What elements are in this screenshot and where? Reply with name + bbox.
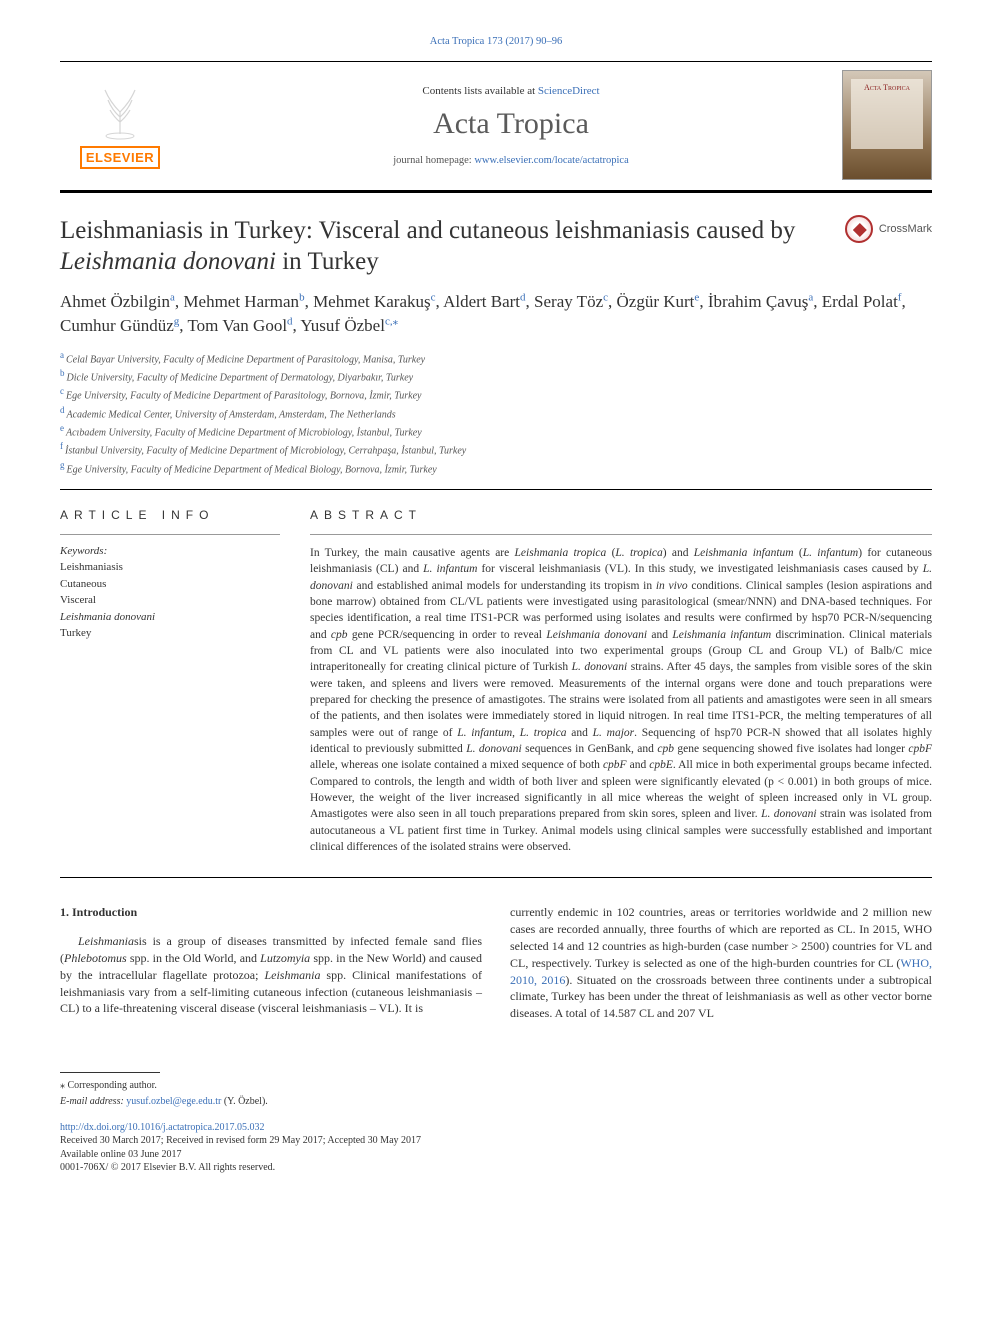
journal-homepage-line: journal homepage: www.elsevier.com/locat… xyxy=(190,155,832,166)
affiliation-list: aCelal Bayar University, Faculty of Medi… xyxy=(60,349,932,477)
cover-title: Acta Tropica xyxy=(843,83,931,92)
corr-text: Corresponding author. xyxy=(65,1080,157,1091)
email-suffix: (Y. Özbel). xyxy=(221,1096,267,1107)
keywords-list: LeishmaniasisCutaneousVisceralLeishmania… xyxy=(60,559,280,642)
keywords-label: Keywords: xyxy=(60,545,280,557)
doi-link[interactable]: http://dx.doi.org/10.1016/j.actatropica.… xyxy=(60,1122,265,1133)
sciencedirect-link[interactable]: ScienceDirect xyxy=(538,85,600,97)
footer-rule xyxy=(60,1072,160,1073)
intro-heading: 1. Introduction xyxy=(60,904,482,921)
elsevier-wordmark: ELSEVIER xyxy=(80,146,160,169)
divider xyxy=(60,489,932,490)
intro-para-1: Leishmaniasis is a group of diseases tra… xyxy=(60,933,482,1017)
email-label: E-mail address: xyxy=(60,1096,126,1107)
available-line: Available online 03 June 2017 xyxy=(60,1148,932,1162)
abstract-column: ABSTRACT In Turkey, the main causative a… xyxy=(310,508,932,855)
email-line: E-mail address: yusuf.ozbel@ege.edu.tr (… xyxy=(60,1095,932,1109)
footer-block: ⁎ Corresponding author. E-mail address: … xyxy=(60,1072,932,1175)
header-center: Contents lists available at ScienceDirec… xyxy=(180,85,842,166)
intro-para-2: currently endemic in 102 countries, area… xyxy=(510,904,932,1022)
paper-title: Leishmaniasis in Turkey: Visceral and cu… xyxy=(60,215,845,278)
author-list: Ahmet Özbilgina, Mehmet Harmanb, Mehmet … xyxy=(60,290,932,339)
title-part2: in Turkey xyxy=(276,248,379,275)
body-col-right: currently endemic in 102 countries, area… xyxy=(510,904,932,1022)
elsevier-tree-icon xyxy=(90,82,150,142)
received-line: Received 30 March 2017; Received in revi… xyxy=(60,1134,932,1148)
title-italic: Leishmania donovani xyxy=(60,248,276,275)
crossmark-badge[interactable]: CrossMark xyxy=(845,215,932,243)
corresponding-note: ⁎ Corresponding author. xyxy=(60,1079,932,1093)
journal-header: ELSEVIER Contents lists available at Sci… xyxy=(60,61,932,193)
divider-body xyxy=(60,877,932,878)
doi-block: http://dx.doi.org/10.1016/j.actatropica.… xyxy=(60,1121,932,1175)
publisher-logo-block: ELSEVIER xyxy=(60,82,180,169)
article-info-heading: ARTICLE INFO xyxy=(60,508,280,522)
title-part1: Leishmaniasis in Turkey: Visceral and cu… xyxy=(60,217,795,244)
body-columns: 1. Introduction Leishmaniasis is a group… xyxy=(60,904,932,1022)
abstract-heading: ABSTRACT xyxy=(310,508,932,522)
crossmark-label: CrossMark xyxy=(879,223,932,235)
copyright-line: 0001-706X/ © 2017 Elsevier B.V. All righ… xyxy=(60,1161,932,1175)
top-citation-link[interactable]: Acta Tropica 173 (2017) 90–96 xyxy=(430,36,562,47)
journal-homepage-link[interactable]: www.elsevier.com/locate/actatropica xyxy=(474,155,628,166)
journal-cover-thumb: Acta Tropica xyxy=(842,70,932,180)
top-citation: Acta Tropica 173 (2017) 90–96 xyxy=(60,36,932,47)
contents-lists: Contents lists available at ScienceDirec… xyxy=(190,85,832,97)
email-link[interactable]: yusuf.ozbel@ege.edu.tr xyxy=(126,1096,221,1107)
contents-prefix: Contents lists available at xyxy=(422,85,537,97)
info-divider xyxy=(60,534,280,535)
abstract-text: In Turkey, the main causative agents are… xyxy=(310,545,932,855)
journal-name: Acta Tropica xyxy=(190,107,832,141)
crossmark-icon xyxy=(845,215,873,243)
abstract-divider xyxy=(310,534,932,535)
homepage-prefix: journal homepage: xyxy=(393,155,474,166)
body-col-left: 1. Introduction Leishmaniasis is a group… xyxy=(60,904,482,1022)
article-info-column: ARTICLE INFO Keywords: LeishmaniasisCuta… xyxy=(60,508,280,855)
